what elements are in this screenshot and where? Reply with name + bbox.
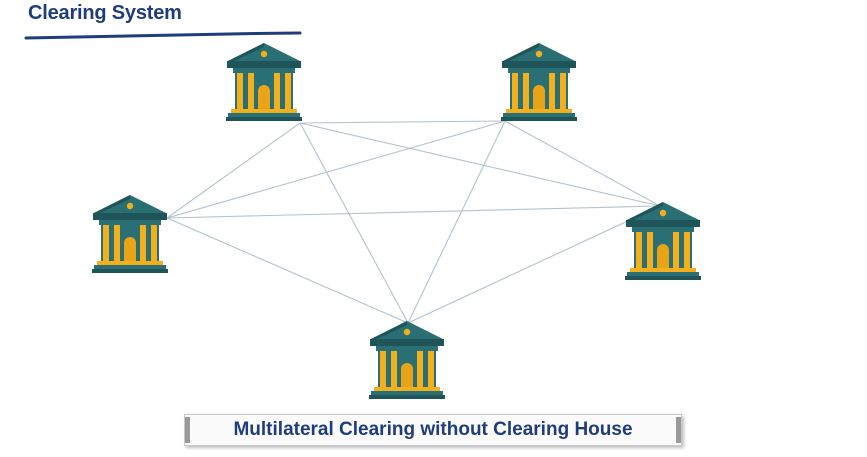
bank-building-icon	[369, 321, 445, 399]
bank-building-icon	[501, 43, 577, 121]
link-1-2	[299, 120, 506, 124]
caption-text: Multilateral Clearing without Clearing H…	[233, 419, 633, 440]
caption-box: Multilateral Clearing without Clearing H…	[184, 414, 682, 446]
link-3-5	[166, 217, 409, 324]
connection-lines	[166, 120, 661, 324]
link-1-5	[299, 122, 409, 324]
link-2-3	[166, 120, 506, 219]
network-diagram	[92, 43, 701, 399]
title-underline	[24, 31, 302, 40]
link-1-3	[166, 122, 301, 219]
bank-building-icon	[625, 202, 701, 280]
link-3-4	[166, 205, 661, 219]
link-1-4	[299, 122, 661, 207]
bank-building-icon	[226, 43, 302, 121]
slide-title: Clearing System	[28, 2, 182, 24]
link-4-5	[407, 205, 661, 324]
link-2-4	[504, 120, 661, 207]
link-2-5	[407, 120, 506, 324]
bank-building-icon	[92, 195, 168, 273]
